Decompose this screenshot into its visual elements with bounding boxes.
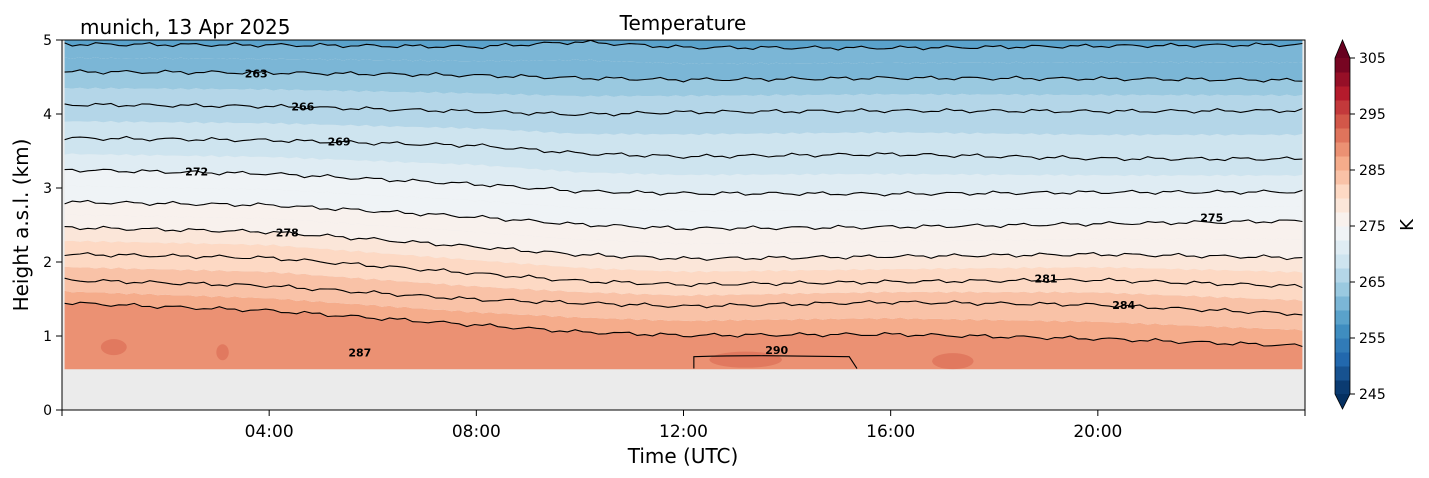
y-tick-label: 4 [43, 107, 52, 123]
warm-region [932, 353, 974, 370]
temperature-band [64, 290, 1303, 347]
colorbar-segment [1335, 310, 1350, 325]
temperature-band [64, 278, 1303, 331]
colorbar-segment [1335, 282, 1350, 297]
temperature-band [64, 153, 1303, 196]
colorbar-segment [1335, 72, 1350, 87]
temperature-band [64, 214, 1303, 261]
contour-line-281 [64, 252, 1303, 289]
colorbar-tick-label: 285 [1359, 163, 1386, 179]
temperature-band [64, 185, 1303, 231]
colorbar-tick-label: 275 [1359, 219, 1386, 235]
contour-line-287 [64, 301, 1303, 348]
y-tick-label: 1 [43, 329, 52, 345]
colorbar-segment [1335, 128, 1350, 143]
colorbar-segment [1335, 240, 1350, 255]
colorbar-tick-label: 255 [1359, 331, 1386, 347]
colorbar-segment [1335, 100, 1350, 115]
temperature-band [64, 240, 1303, 288]
colorbar-segment [1335, 268, 1350, 283]
warm-region [100, 339, 127, 356]
contour-line-275 [64, 199, 1303, 231]
colorbar-tick-label: 305 [1359, 51, 1386, 67]
contour-label: 263 [245, 67, 268, 80]
x-tick-label: 16:00 [866, 422, 915, 442]
temperature-band [64, 121, 1303, 161]
x-tick-label: 12:00 [659, 422, 708, 442]
contour-line-290 [693, 355, 858, 369]
colorbar-segment [1335, 170, 1350, 185]
temperature-band [64, 87, 1303, 116]
y-tick-label: 3 [43, 181, 52, 197]
colorbar-segment [1335, 184, 1350, 199]
colorbar-segment [1335, 296, 1350, 311]
chart-subtitle: munich, 13 Apr 2025 [80, 15, 290, 39]
contour-label: 290 [765, 344, 788, 357]
colorbar-segment [1335, 366, 1350, 381]
contour-label: 278 [276, 226, 299, 239]
colorbar-segment [1335, 86, 1350, 101]
colorbar-segment [1335, 212, 1350, 227]
temperature-band [64, 103, 1303, 136]
colorbar-segment [1335, 156, 1350, 171]
contour-line-278 [64, 225, 1303, 261]
contour-label: 272 [185, 166, 208, 179]
colorbar-segment [1335, 198, 1350, 213]
contour-line-260 [64, 40, 1303, 51]
temperature-band [64, 252, 1303, 302]
temperature-band [64, 57, 1303, 82]
chart-title: Temperature [619, 11, 747, 35]
colorbar-segment [1335, 142, 1350, 157]
colorbar-segment [1335, 380, 1350, 395]
contour-line-263 [64, 69, 1303, 83]
colorbar-segment [1335, 226, 1350, 241]
colorbar-tick-label: 245 [1359, 387, 1386, 403]
colorbar-tick-label: 295 [1359, 107, 1386, 123]
y-axis-label: Height a.s.l. (km) [9, 139, 33, 312]
temperature-band [64, 136, 1303, 177]
temperature-band [64, 40, 1303, 65]
colorbar-extend-min [1335, 394, 1350, 409]
colorbar-segment [1335, 338, 1350, 353]
x-tick-label: 08:00 [452, 422, 501, 442]
colorbar-segment [1335, 58, 1350, 73]
contour-label: 281 [1035, 272, 1058, 285]
colorbar-segment [1335, 324, 1350, 339]
x-tick-label: 20:00 [1073, 422, 1122, 442]
colorbar-tick-label: 265 [1359, 275, 1386, 291]
x-axis-label: Time (UTC) [627, 444, 739, 468]
contour-line-269 [64, 135, 1303, 162]
temperature-band [64, 169, 1303, 212]
contour-line-284 [64, 277, 1303, 316]
y-tick-label: 5 [43, 33, 52, 49]
colorbar-extend-max [1335, 40, 1350, 58]
contour-line-266 [64, 102, 1303, 117]
temperature-band [64, 200, 1303, 245]
contour-label: 284 [1112, 299, 1135, 312]
y-tick-label: 2 [43, 255, 52, 271]
y-tick-label: 0 [43, 403, 52, 419]
x-tick-label: 04:00 [245, 422, 294, 442]
colorbar-segment [1335, 254, 1350, 269]
contour-label: 269 [328, 135, 351, 148]
warm-region [216, 344, 229, 361]
contour-line-272 [64, 168, 1303, 197]
temperature-band [64, 69, 1303, 97]
colorbar-label: K [1397, 218, 1418, 231]
contour-label: 275 [1200, 212, 1223, 225]
colorbar-segment [1335, 114, 1350, 129]
contour-label: 266 [291, 101, 314, 114]
temperature-band [64, 40, 1303, 50]
colorbar-segment [1335, 352, 1350, 367]
contour-label: 287 [348, 346, 371, 359]
